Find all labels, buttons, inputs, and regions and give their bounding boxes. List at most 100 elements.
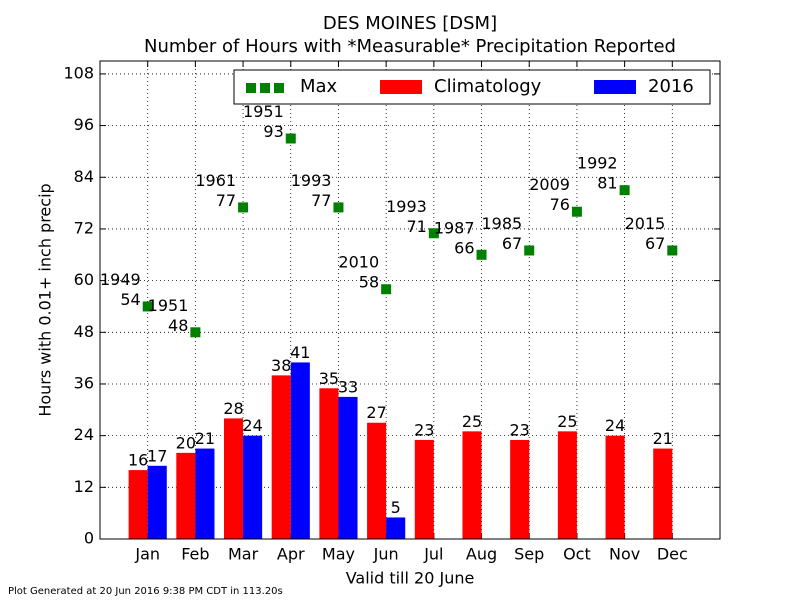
chart-subtitle: Number of Hours with *Measurable* Precip… xyxy=(144,36,676,57)
plot-frame xyxy=(99,60,721,540)
max-marker xyxy=(524,245,535,256)
data-label: 28 xyxy=(223,399,243,418)
x-tick-label: May xyxy=(322,545,355,564)
data-label: 21 xyxy=(195,429,215,448)
x-tick-label: Jan xyxy=(134,545,160,564)
legend-label: Climatology xyxy=(434,76,542,97)
bar xyxy=(653,448,673,539)
legend-label: 2016 xyxy=(648,76,694,97)
y-tick-label: 60 xyxy=(74,270,94,289)
bar xyxy=(557,431,577,539)
data-label: 27 xyxy=(366,403,386,422)
max-marker xyxy=(333,202,344,213)
bar xyxy=(147,465,167,539)
data-label: 23 xyxy=(510,420,530,439)
x-tick-label: Nov xyxy=(609,545,640,564)
data-label: 21 xyxy=(653,429,673,448)
legend-swatch xyxy=(380,80,422,94)
bar xyxy=(414,439,434,539)
data-label: 77 xyxy=(311,191,331,210)
year-label: 1992 xyxy=(577,154,618,173)
x-axis-label: Valid till 20 June xyxy=(346,569,475,588)
year-label: 1993 xyxy=(386,197,427,216)
x-tick-label: Sep xyxy=(514,545,544,564)
legend-swatch xyxy=(246,83,256,93)
bar xyxy=(243,435,263,539)
bar xyxy=(290,362,310,539)
data-label: 77 xyxy=(216,191,236,210)
data-label: 20 xyxy=(176,433,196,452)
legend-label: Max xyxy=(300,76,338,97)
year-label: 1987 xyxy=(434,218,475,237)
data-label: 5 xyxy=(391,498,401,517)
max-marker xyxy=(571,206,582,217)
y-tick-label: 48 xyxy=(74,322,94,341)
footer: Plot Generated at 20 Jun 2016 9:38 PM CD… xyxy=(8,586,283,597)
x-tick-label: Oct xyxy=(563,545,591,564)
max-marker xyxy=(142,301,153,312)
y-tick-label: 84 xyxy=(74,167,94,186)
max-marker xyxy=(285,133,296,144)
max-marker xyxy=(190,327,201,338)
x-tick-label: Feb xyxy=(181,545,209,564)
max-marker xyxy=(428,228,439,239)
data-label: 24 xyxy=(242,416,262,435)
y-axis-label: Hours with 0.01+ inch precip xyxy=(36,183,55,416)
y-tick-label: 72 xyxy=(74,218,94,237)
data-label: 38 xyxy=(271,356,291,375)
legend: Max Climatology 2016 xyxy=(233,69,711,105)
max-marker xyxy=(476,249,487,260)
year-label: 1951 xyxy=(148,296,189,315)
data-label: 24 xyxy=(605,416,625,435)
x-tick-label: Dec xyxy=(657,545,688,564)
bar xyxy=(271,375,291,539)
year-label: 1985 xyxy=(482,214,523,233)
data-label: 58 xyxy=(359,273,379,292)
bar xyxy=(195,448,215,539)
max-marker xyxy=(619,185,630,196)
year-label: 2010 xyxy=(338,253,379,272)
bar xyxy=(386,517,406,539)
bar xyxy=(605,435,625,539)
year-label: 1993 xyxy=(291,171,332,190)
data-label: 71 xyxy=(406,217,426,236)
data-label: 66 xyxy=(454,238,474,257)
data-label: 67 xyxy=(645,234,665,253)
data-label: 54 xyxy=(120,290,140,309)
x-tick-label: Jun xyxy=(373,545,399,564)
bar xyxy=(128,470,148,539)
year-label: 1949 xyxy=(100,270,141,289)
y-tick-label: 24 xyxy=(74,425,94,444)
data-label: 17 xyxy=(147,446,167,465)
y-tick-label: 108 xyxy=(63,63,94,82)
bar xyxy=(176,452,196,539)
bar xyxy=(367,422,387,539)
year-label: 1961 xyxy=(195,171,236,190)
data-label: 93 xyxy=(263,122,283,141)
data-label: 16 xyxy=(128,451,148,470)
max-marker xyxy=(238,202,249,213)
x-tick-label: Aug xyxy=(466,545,497,564)
y-tick-label: 0 xyxy=(84,529,94,548)
bar xyxy=(338,396,358,539)
bar xyxy=(224,418,244,539)
max-marker xyxy=(667,245,678,256)
legend-swatch xyxy=(594,80,636,94)
year-label: 2015 xyxy=(625,214,666,233)
year-label: 2009 xyxy=(529,175,570,194)
year-label: 1951 xyxy=(243,102,284,121)
bar xyxy=(462,431,482,539)
y-tick-label: 96 xyxy=(74,115,94,134)
x-tick-label: Apr xyxy=(277,545,305,564)
legend-swatch xyxy=(274,83,284,93)
data-label: 33 xyxy=(338,377,358,396)
data-label: 81 xyxy=(597,174,617,193)
data-label: 76 xyxy=(550,195,570,214)
data-label: 23 xyxy=(414,420,434,439)
legend-swatch xyxy=(260,83,270,93)
x-tick-label: Mar xyxy=(228,545,259,564)
max-marker xyxy=(381,284,392,295)
bar xyxy=(510,439,530,539)
data-label: 25 xyxy=(557,412,577,431)
